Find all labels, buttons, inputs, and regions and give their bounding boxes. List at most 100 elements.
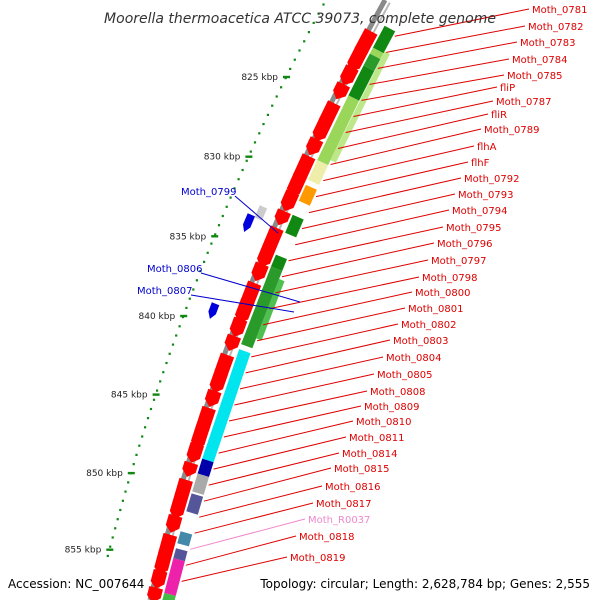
band-14	[177, 531, 193, 547]
band-5	[308, 160, 329, 185]
leader-line	[185, 535, 297, 566]
leader-line	[194, 502, 314, 534]
cds-arrow-30	[150, 569, 168, 589]
leader-line	[301, 193, 456, 230]
tick-dot	[210, 242, 213, 245]
cds-arrow-15	[235, 297, 255, 324]
cds-arrow-23	[186, 441, 205, 463]
gene-label-right: Moth_0818	[299, 532, 354, 543]
gene-label-right: Moth_0815	[334, 464, 389, 475]
gene-label-right: Moth_0805	[377, 370, 432, 381]
tick-dot	[217, 224, 221, 227]
leader-line	[269, 276, 420, 310]
gene-label-right: Moth_0782	[528, 22, 583, 33]
cds-arrow-3	[333, 81, 351, 100]
major-tick	[106, 548, 114, 551]
kbp-label: 825 kbp	[241, 73, 278, 83]
tick-dot	[149, 407, 153, 411]
tick-dot	[168, 352, 171, 355]
tick-dot	[144, 426, 147, 429]
leader-line-left	[200, 272, 301, 303]
sub-band-1	[256, 278, 285, 341]
tick-dot	[116, 518, 119, 521]
tick-dot	[262, 123, 265, 126]
leader-line	[377, 41, 518, 69]
cds-arrow-27	[165, 513, 183, 533]
cds-arrow-25	[173, 477, 193, 505]
major-tick	[283, 75, 290, 79]
leader-line	[228, 390, 368, 422]
tick-dot	[221, 214, 224, 218]
leader-line	[190, 518, 306, 550]
leader-line	[245, 339, 391, 374]
band-17	[162, 593, 176, 600]
tick-dot	[271, 104, 274, 107]
gene-label-right: fliR	[491, 110, 507, 121]
blue-gene-0	[243, 213, 255, 232]
tick-dot	[165, 361, 168, 365]
tick-dot	[303, 40, 306, 43]
tick-dot	[141, 435, 144, 438]
gene-label-right: Moth_0789	[484, 125, 539, 136]
tick-dot	[258, 132, 261, 135]
leader-line	[239, 356, 384, 390]
accession-text: Accession: NC_007644	[8, 577, 145, 591]
cds-arrow-31	[147, 586, 163, 600]
leader-line	[257, 307, 406, 342]
kbp-label: 835 kbp	[170, 232, 207, 242]
tick-dot	[322, 3, 325, 6]
leader-line	[308, 177, 462, 214]
cds-arrow-13	[251, 261, 269, 282]
cds-arrow-17	[224, 333, 241, 351]
leader-line	[218, 420, 354, 454]
leader-line	[251, 323, 399, 358]
leader-line	[281, 242, 435, 278]
kbp-label: 840 kbp	[139, 312, 176, 322]
leader-line	[199, 485, 323, 518]
leader-line	[394, 8, 530, 37]
major-tick	[211, 235, 219, 238]
tick-dot	[175, 334, 178, 337]
gene-label-right: Moth_0795	[446, 223, 501, 234]
gene-label-right: Moth_0810	[356, 417, 411, 428]
gene-label-right: Moth_0808	[370, 387, 425, 398]
gene-label-right: Moth_0802	[401, 320, 456, 331]
gene-label-right: flhF	[471, 158, 490, 169]
cds-arrow-24	[182, 460, 199, 477]
leader-line	[234, 373, 375, 406]
tick-dot	[199, 270, 202, 273]
gene-label-right: Moth_0781	[532, 5, 587, 16]
band-13	[186, 493, 204, 515]
band-1	[369, 47, 384, 60]
gene-features	[147, 28, 378, 600]
leader-line	[288, 226, 444, 262]
gene-label-right: Moth_0797	[431, 256, 486, 267]
tick-dot	[307, 31, 310, 34]
gene-label-right: Moth_0785	[507, 71, 562, 82]
band-11	[197, 458, 214, 477]
tick-dot	[111, 536, 114, 539]
band-15	[173, 548, 188, 562]
band-0	[372, 25, 396, 54]
tick-dot	[249, 150, 252, 153]
leader-line	[263, 291, 413, 326]
gene-label-right: Moth_0809	[364, 402, 419, 413]
grey-gene	[254, 205, 268, 221]
cds-arrow-20	[204, 388, 222, 407]
gene-label-right: Moth_0796	[437, 239, 492, 250]
leader-line	[353, 86, 498, 117]
band-7	[285, 214, 304, 238]
cds-arrow-12	[257, 244, 276, 268]
tick-dot	[152, 398, 156, 401]
cds-arrow-29	[154, 550, 173, 575]
band-9	[241, 266, 283, 349]
kbp-label: 845 kbp	[111, 391, 148, 401]
leader-line	[203, 467, 332, 502]
tick-dot	[109, 545, 112, 548]
cds-arrow-16	[229, 316, 248, 337]
gene-label-right: Moth_0804	[386, 353, 441, 364]
band-2	[363, 53, 381, 71]
gene-label-right: Moth_0814	[342, 449, 397, 460]
tick-dot	[253, 141, 257, 144]
